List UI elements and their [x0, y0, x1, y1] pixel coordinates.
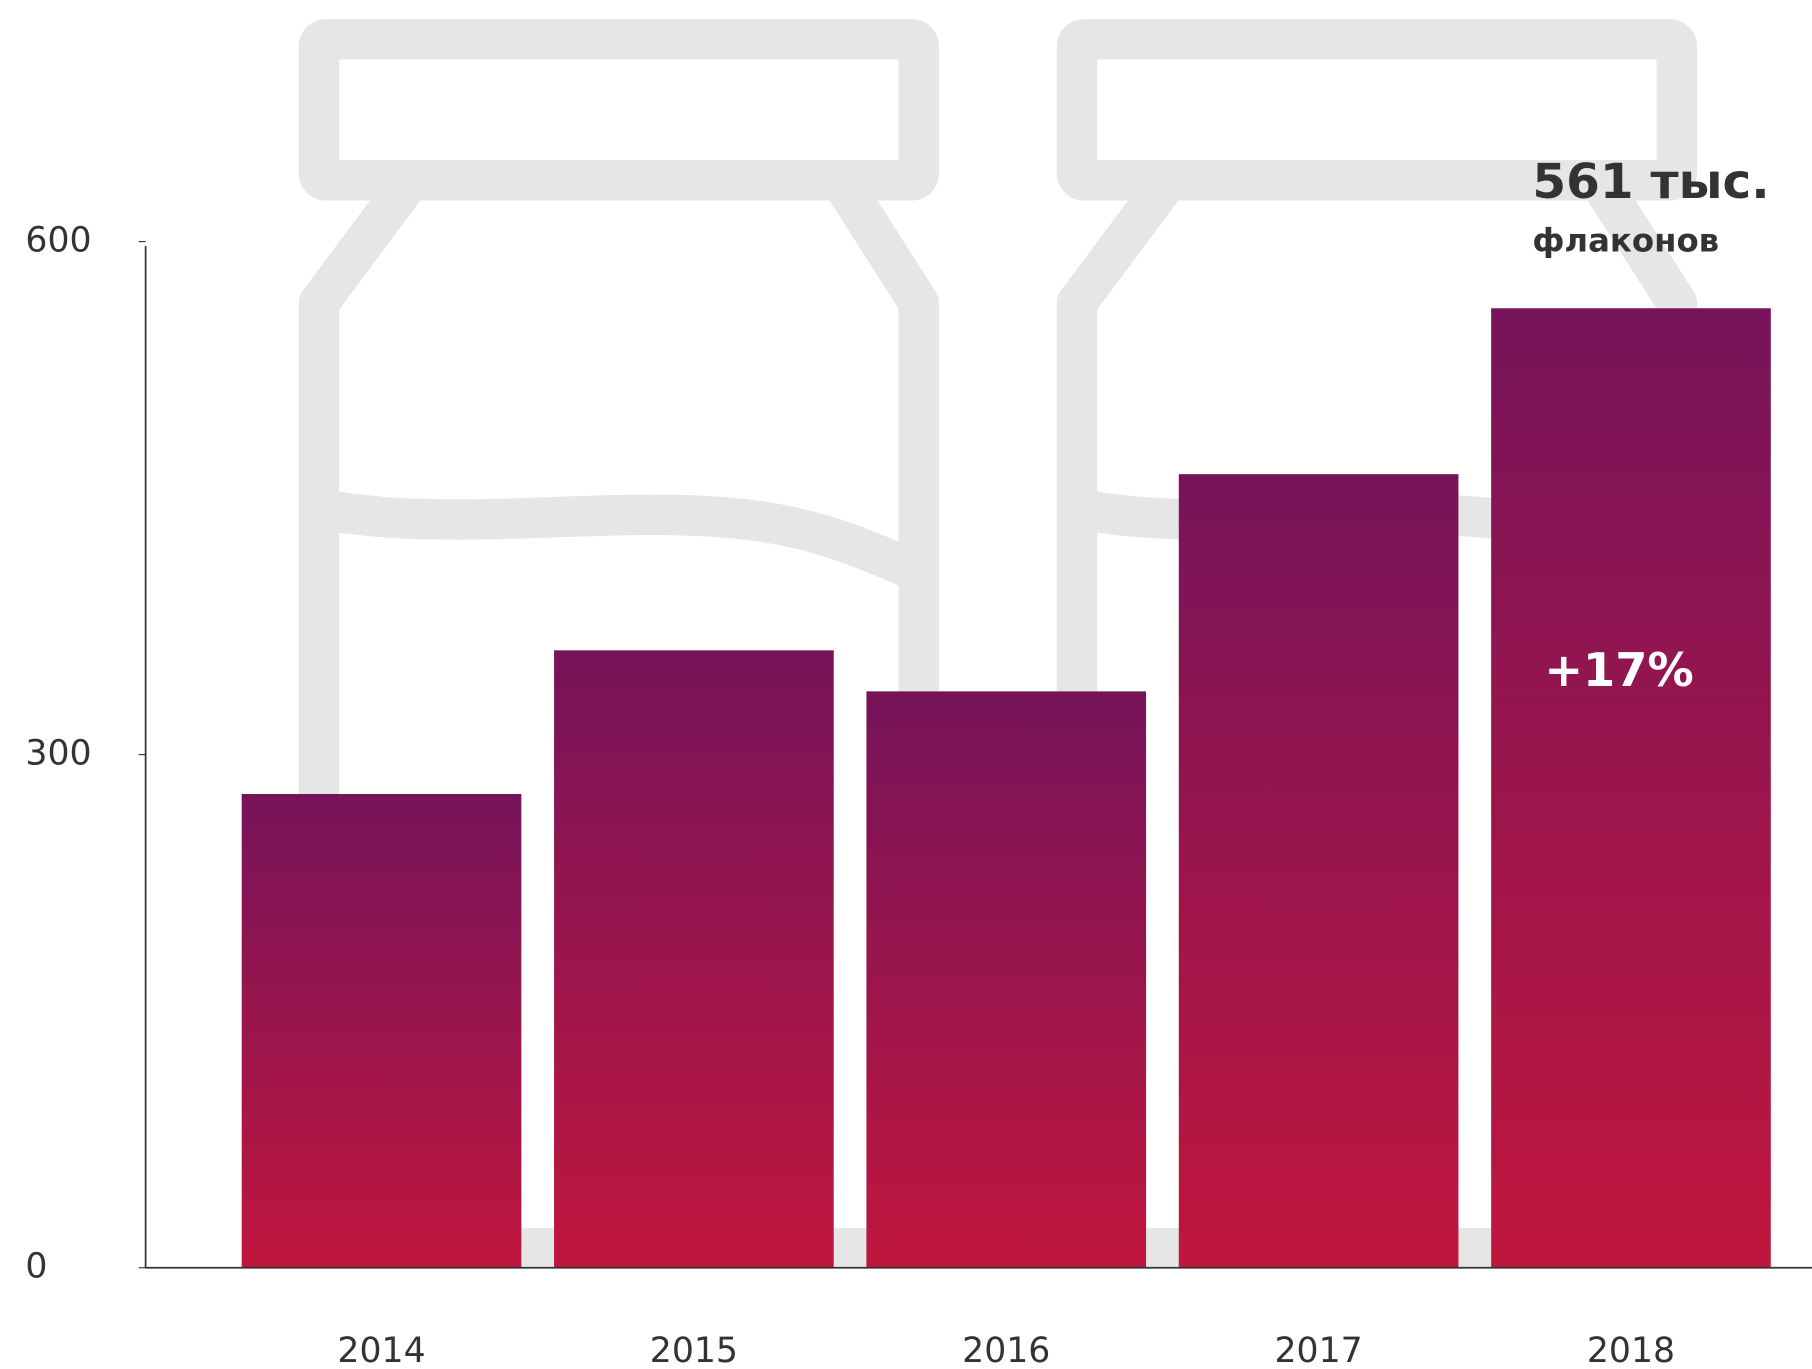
- x-tick-label: 2014: [337, 1331, 425, 1369]
- bar: [1491, 308, 1771, 1268]
- bar: [241, 793, 522, 1268]
- plot: [241, 308, 1771, 1268]
- bar: [554, 650, 834, 1268]
- growth-annotation: +17%: [1544, 643, 1693, 697]
- x-tick-label: 2018: [1587, 1331, 1675, 1369]
- x-tick-label: 2015: [650, 1331, 738, 1369]
- value-annotation: 561 тыс.: [1532, 154, 1769, 210]
- y-tick-label: 300: [25, 734, 91, 774]
- x-tick-label: 2016: [962, 1331, 1050, 1369]
- y-tick-label: 600: [25, 221, 91, 261]
- x-tick-label: 2017: [1275, 1331, 1363, 1369]
- unit-annotation: флаконов: [1532, 222, 1719, 260]
- y-tick-label: 0: [25, 1247, 47, 1287]
- bar: [1178, 474, 1459, 1268]
- bar: [866, 691, 1147, 1268]
